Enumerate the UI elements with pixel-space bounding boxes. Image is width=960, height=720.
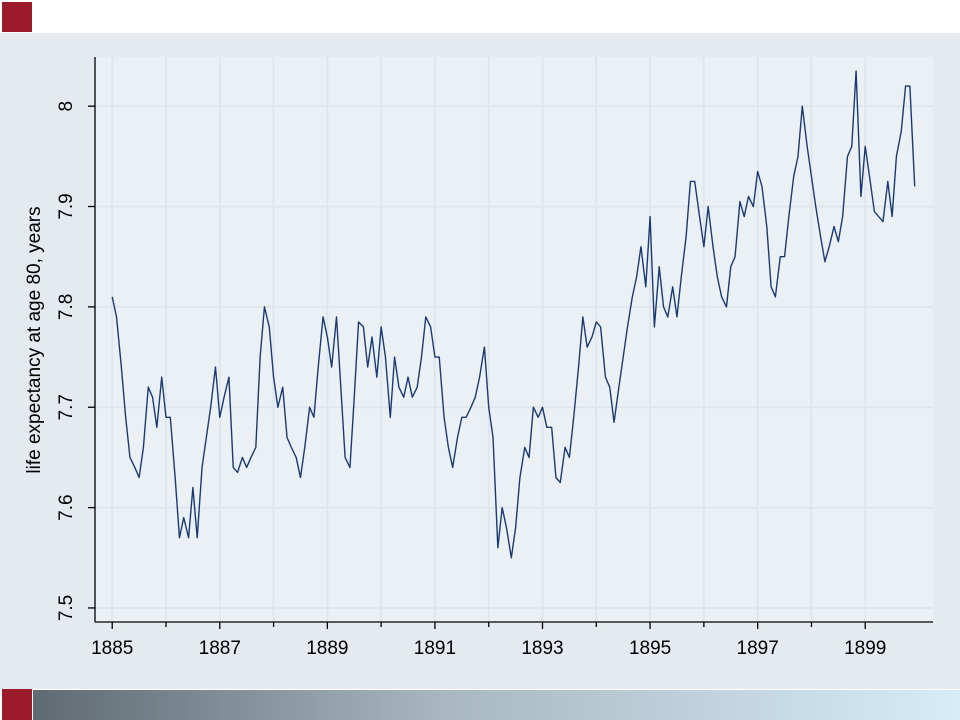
plot-region <box>95 57 933 622</box>
y-axis-title: life expectancy at age 80, years <box>24 206 45 473</box>
x-tick-label: 1893 <box>521 638 563 659</box>
corner-square <box>2 689 32 720</box>
y-tick-label: 7.5 <box>56 595 77 621</box>
x-tick-label: 1887 <box>199 638 241 659</box>
x-tick-label: 1899 <box>844 638 886 659</box>
x-tick-label: 1889 <box>306 638 348 659</box>
x-tick-label: 1897 <box>737 638 779 659</box>
x-tick-label: 1891 <box>414 638 456 659</box>
x-tick-label: 1895 <box>629 638 671 659</box>
y-tick-label: 7.7 <box>56 394 77 420</box>
x-tick-label: 1885 <box>91 638 133 659</box>
y-tick-label: 7.6 <box>56 494 77 520</box>
y-tick-label: 7.9 <box>56 193 77 219</box>
data-line <box>111 70 916 559</box>
y-tick-label: 7.8 <box>56 294 77 320</box>
y-tick-label: 8 <box>56 101 77 112</box>
footer-bar <box>33 690 960 720</box>
corner-square <box>2 2 32 32</box>
chart: 7.5 7.6 7.7 7.8 7.9 8 1885 1887 1889 1891 1893 1895… <box>56 57 933 659</box>
